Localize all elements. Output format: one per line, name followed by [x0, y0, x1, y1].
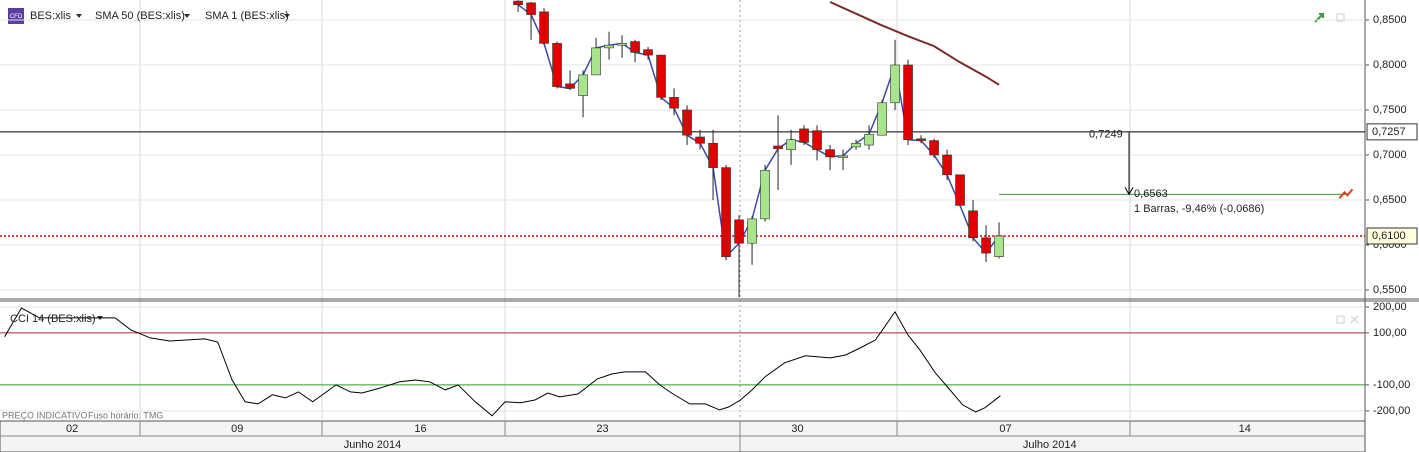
candle-body — [721, 167, 731, 257]
symbol-icon-label: CFD — [10, 14, 23, 20]
measure-icon — [1338, 188, 1354, 199]
x-tick-label: 16 — [414, 423, 426, 435]
footer-note: Fuso horário: TMG — [88, 410, 163, 420]
candle-body — [773, 145, 783, 149]
y-tick-label: -200,00 — [1373, 405, 1410, 417]
y-tick-label: 0,5500 — [1373, 284, 1407, 296]
candle-body — [994, 235, 1004, 257]
dropdown-arrow[interactable] — [284, 14, 290, 18]
price-label: 0,6100 — [1372, 230, 1406, 242]
measure-to-label: 0,6563 — [1134, 188, 1168, 200]
symbol-label[interactable]: BES:xlis — [30, 10, 71, 22]
candle-body — [695, 136, 705, 144]
candle-body — [786, 139, 796, 150]
candle-body — [682, 109, 692, 136]
price-label: 0,7257 — [1372, 126, 1406, 138]
candle-body — [812, 130, 822, 150]
candle-body — [760, 169, 770, 220]
price-label-box — [1366, 123, 1418, 141]
measure-arrow-head — [1124, 187, 1134, 196]
cci-line — [4, 307, 1001, 417]
candle-body — [890, 64, 900, 104]
x-axis-separators — [139, 421, 1131, 452]
x-tick-label: 02 — [66, 423, 78, 435]
y-tick-label: -100,00 — [1373, 379, 1410, 391]
close-icon[interactable] — [1350, 315, 1359, 324]
x-tick-label: 14 — [1239, 423, 1251, 435]
month-label: Junho 2014 — [344, 439, 402, 451]
candle-body — [643, 49, 653, 56]
month-label: Julho 2014 — [1023, 439, 1077, 451]
dropdown-arrow[interactable] — [184, 14, 190, 18]
candle-body — [526, 2, 536, 15]
candle-body — [981, 237, 991, 254]
candle-body — [903, 64, 913, 140]
candle-body — [552, 43, 562, 87]
candle-body — [578, 74, 588, 96]
price-label-box — [1366, 227, 1418, 245]
candle-body — [955, 174, 965, 206]
y-tick-label: 100,00 — [1373, 327, 1407, 339]
window-icon[interactable] — [1336, 315, 1345, 324]
candle-body — [877, 102, 887, 136]
candle-body — [851, 142, 861, 148]
candle-body — [929, 140, 939, 156]
candle-body — [630, 41, 640, 53]
tool-icon[interactable] — [1314, 13, 1324, 23]
y-tick-label: 0,8000 — [1373, 59, 1407, 71]
candle-body — [539, 11, 549, 44]
candle-body — [916, 138, 926, 141]
x-tick-label: 09 — [231, 423, 243, 435]
measure-text: 1 Barras, -9,46% (-0,0686) — [1134, 203, 1264, 215]
candle-body — [747, 218, 757, 244]
candle-body — [604, 44, 614, 49]
x-tick-label: 23 — [596, 423, 608, 435]
candle-body — [799, 128, 809, 143]
y-tick-label: 0,8500 — [1373, 14, 1407, 26]
legend-entry[interactable]: SMA 50 (BES:xlis) — [95, 10, 185, 22]
window-icon[interactable] — [1336, 13, 1345, 22]
candle-body — [565, 83, 575, 89]
y-tick-label: 0,6500 — [1373, 194, 1407, 206]
candle-body — [656, 54, 666, 98]
measure-from-label: 0,7249 — [1089, 128, 1123, 140]
candle-body — [734, 219, 744, 244]
dropdown-arrow[interactable] — [76, 14, 82, 18]
candle-body — [708, 142, 718, 168]
candle-body — [513, 0, 523, 5]
x-tick-label: 30 — [791, 423, 803, 435]
candle-body — [617, 43, 627, 46]
candle-body — [942, 154, 952, 176]
candle-body — [591, 47, 601, 76]
indicator-line — [829, 1, 1000, 86]
candle-body — [838, 155, 848, 158]
y-tick-label: 0,7000 — [1373, 149, 1407, 161]
candle-body — [864, 133, 874, 146]
panel-title[interactable]: CCI 14 (BES:xlis) — [10, 313, 96, 325]
legend-entry[interactable]: SMA 1 (BES:xlis) — [205, 10, 289, 22]
x-tick-label: 07 — [999, 423, 1011, 435]
y-tick-label: 0,7500 — [1373, 104, 1407, 116]
footer-note: PREÇO INDICATIVO — [2, 410, 87, 420]
candle-body — [669, 97, 679, 109]
y-tick-label: 200,00 — [1373, 301, 1407, 313]
candle-body — [968, 210, 978, 239]
candle-body — [825, 149, 835, 158]
